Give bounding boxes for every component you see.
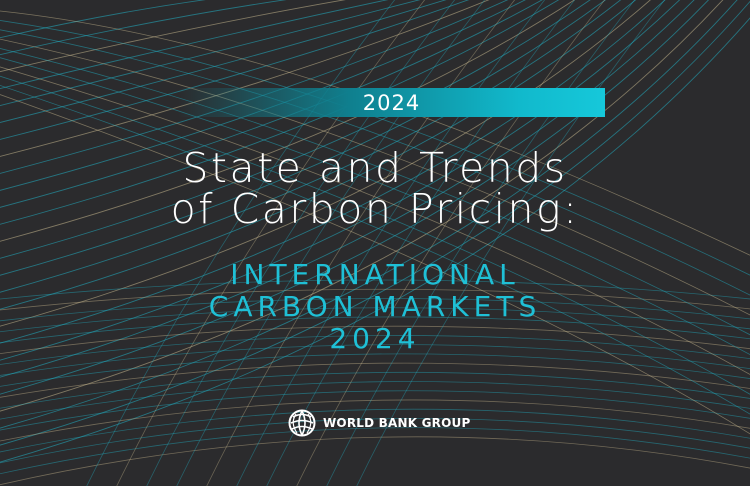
decorative-curve <box>0 0 651 327</box>
decorative-curve <box>0 0 724 412</box>
decorative-curve <box>0 10 750 256</box>
decorative-curve <box>0 29 750 296</box>
decorative-curve <box>0 75 750 395</box>
title-line-2: of Carbon Pricing: <box>170 185 580 233</box>
subtitle-line-1: INTERNATIONAL <box>230 258 520 291</box>
decorative-curve <box>0 0 509 174</box>
decorative-curve <box>0 418 750 464</box>
decorative-curve <box>356 0 666 486</box>
title-line-1: State and Trends <box>182 144 568 192</box>
decorative-curve <box>0 353 750 387</box>
decorative-curve <box>0 0 738 429</box>
decorative-curve <box>0 0 709 395</box>
decorative-curve <box>0 408 750 453</box>
decorative-curve <box>0 84 750 415</box>
decorative-curve <box>0 344 750 376</box>
decorative-curve <box>0 0 447 123</box>
decorative-curve <box>0 335 750 365</box>
decorative-curve <box>0 0 750 446</box>
decorative-curve <box>0 0 287 56</box>
decorative-curve <box>0 399 750 442</box>
decorative-curve <box>0 298 750 322</box>
decorative-curve <box>0 17 750 463</box>
decorative-curve <box>0 307 750 333</box>
decorative-curve <box>0 381 750 420</box>
decorative-curve <box>0 0 637 310</box>
decorative-curve <box>86 0 396 486</box>
decorative-curve <box>236 0 546 486</box>
decorative-curve <box>0 0 470 140</box>
decorative-curve <box>0 325 750 355</box>
decorative-curve <box>0 0 490 157</box>
decorative-curve <box>0 0 695 378</box>
decorative-curve <box>0 390 750 431</box>
decorative-curve <box>0 66 750 375</box>
globe-icon <box>288 409 316 437</box>
decorative-curve <box>0 57 750 356</box>
decorative-curve <box>0 0 591 259</box>
decorative-curve <box>206 0 516 486</box>
decorative-curve <box>0 316 750 344</box>
year-badge-bar <box>178 88 605 117</box>
decorative-curve <box>0 0 526 191</box>
decorative-curve <box>326 0 636 486</box>
decorative-curve <box>146 0 456 486</box>
decorative-curve <box>0 38 750 316</box>
decorative-curve <box>0 0 681 361</box>
decorative-curve <box>0 0 576 242</box>
publisher-name: WORLD BANK GROUP <box>323 416 471 430</box>
decorative-curve <box>116 0 426 486</box>
subtitle-line-2: CARBON MARKETS <box>208 290 542 323</box>
decorative-curve <box>0 0 389 90</box>
decorative-curve <box>0 0 622 293</box>
decorative-curve <box>0 436 750 486</box>
decorative-curve <box>0 0 206 39</box>
year-badge: 2024 <box>362 90 421 115</box>
decorative-curve <box>0 0 421 106</box>
decorative-curve <box>0 279 750 300</box>
decorative-curve <box>296 0 606 486</box>
decorative-curve <box>0 48 750 336</box>
world-bank-group-logo: WORLD BANK GROUP <box>287 408 470 438</box>
subtitle-line-3: 2024 <box>329 322 421 355</box>
decorative-curve <box>176 0 486 486</box>
decorative-curve <box>0 371 750 409</box>
decorative-curve <box>0 94 750 435</box>
decorative-curve <box>0 0 606 276</box>
decorative-curve <box>0 427 750 475</box>
decorative-curve <box>0 0 346 73</box>
decorative-curve <box>0 288 750 311</box>
